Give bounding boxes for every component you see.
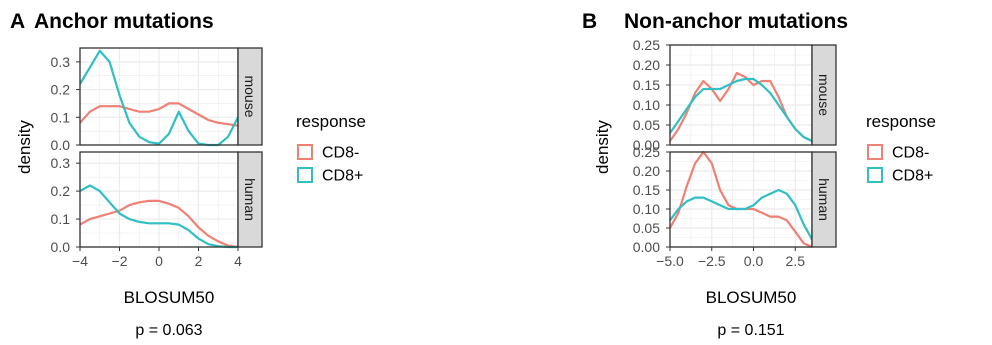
legend-label: CD8-	[892, 145, 929, 162]
x-tick-label: 0	[155, 253, 163, 269]
y-tick-label: 0.3	[51, 54, 71, 70]
y-tick-label: 0.25	[633, 37, 660, 53]
facet-strip	[237, 47, 263, 146]
facet-strip	[237, 151, 263, 248]
density-line-cd8minus	[669, 71, 813, 142]
p-value: p = 0.063	[135, 322, 202, 339]
y-tick-label: 0.00	[633, 239, 660, 255]
panel-letter: B	[582, 10, 597, 33]
facet-human: human 0.0 0.1 0.2 0.3	[51, 151, 263, 255]
density-line-cd8minus	[79, 199, 239, 249]
y-tick-label: 0.05	[633, 117, 660, 133]
legend-label: CD8+	[892, 168, 933, 185]
y-tick-label: 0.1	[51, 211, 71, 227]
legend-key	[297, 144, 313, 160]
y-tick-label: 0.3	[51, 155, 71, 171]
x-tick-label: 2	[195, 253, 203, 269]
facet-strip-label: human	[242, 178, 258, 221]
y-tick-label: 0.15	[633, 77, 660, 93]
facet-strip-label: human	[816, 178, 832, 221]
chart-title: Non-anchor mutations	[624, 10, 848, 33]
x-axis-title: BLOSUM50	[124, 288, 215, 307]
x-tick-label: −4	[72, 253, 88, 269]
density-line-cd8plus	[669, 77, 813, 142]
chart-panel-b: B Non-anchor mutations mouse 0.00 0.05 0.10 0.…	[582, 10, 936, 339]
y-tick-label: 0.20	[633, 57, 660, 73]
chart-panel-a: A Anchor mutations mouse 0.0 0.1 0.2 0.3 human 0…	[10, 10, 366, 339]
legend-title: response	[866, 112, 936, 131]
legend: response CD8- CD8+	[296, 112, 366, 185]
legend: response CD8- CD8+	[866, 112, 936, 185]
facet-mouse: mouse 0.0 0.1 0.2 0.3	[51, 47, 263, 153]
y-tick-label: 0.10	[633, 97, 660, 113]
x-axis-title: BLOSUM50	[706, 288, 797, 307]
y-tick-label: 0.0	[51, 137, 71, 153]
legend-key	[297, 167, 313, 183]
y-tick-label: 0.00	[633, 137, 660, 153]
x-tick-label: 0.0	[744, 253, 764, 269]
x-tick-label: −2.5	[698, 253, 726, 269]
x-tick-label: −2	[112, 253, 128, 269]
legend-label: CD8-	[322, 145, 359, 162]
p-value: p = 0.151	[717, 322, 784, 339]
facet-human: human 0.00 0.05 0.10 0.15 0.20 0.25	[633, 144, 837, 255]
legend-key	[867, 167, 883, 183]
y-tick-label: 0.05	[633, 220, 660, 236]
density-line-cd8plus	[79, 184, 238, 249]
facet-strip-label: mouse	[816, 74, 832, 116]
x-tick-label: 4	[234, 253, 242, 269]
y-tick-label: 0.25	[633, 144, 660, 160]
facet-strip-label: mouse	[242, 75, 258, 117]
y-tick-label: 0.10	[633, 201, 660, 217]
panel-letter: A	[10, 10, 25, 33]
y-axis-title: density	[15, 120, 34, 174]
x-tick-label: −5.0	[656, 253, 684, 269]
facet-mouse: mouse 0.00 0.05 0.10 0.15 0.20 0.25	[633, 37, 837, 153]
y-tick-label: 0.15	[633, 182, 660, 198]
y-axis-title: density	[593, 120, 612, 174]
y-tick-label: 0.2	[51, 82, 71, 98]
facet-strip	[811, 44, 837, 146]
density-line-cd8minus	[79, 102, 239, 127]
chart-title: Anchor mutations	[34, 10, 214, 33]
y-tick-label: 0.0	[51, 239, 71, 255]
legend-label: CD8+	[322, 168, 363, 185]
legend-key	[867, 144, 883, 160]
y-tick-label: 0.2	[51, 183, 71, 199]
x-tick-label: 2.5	[786, 253, 806, 269]
density-line-cd8plus	[669, 188, 813, 240]
y-tick-label: 0.20	[633, 163, 660, 179]
legend-title: response	[296, 112, 366, 131]
facet-strip	[811, 151, 837, 248]
y-tick-label: 0.1	[51, 109, 71, 125]
